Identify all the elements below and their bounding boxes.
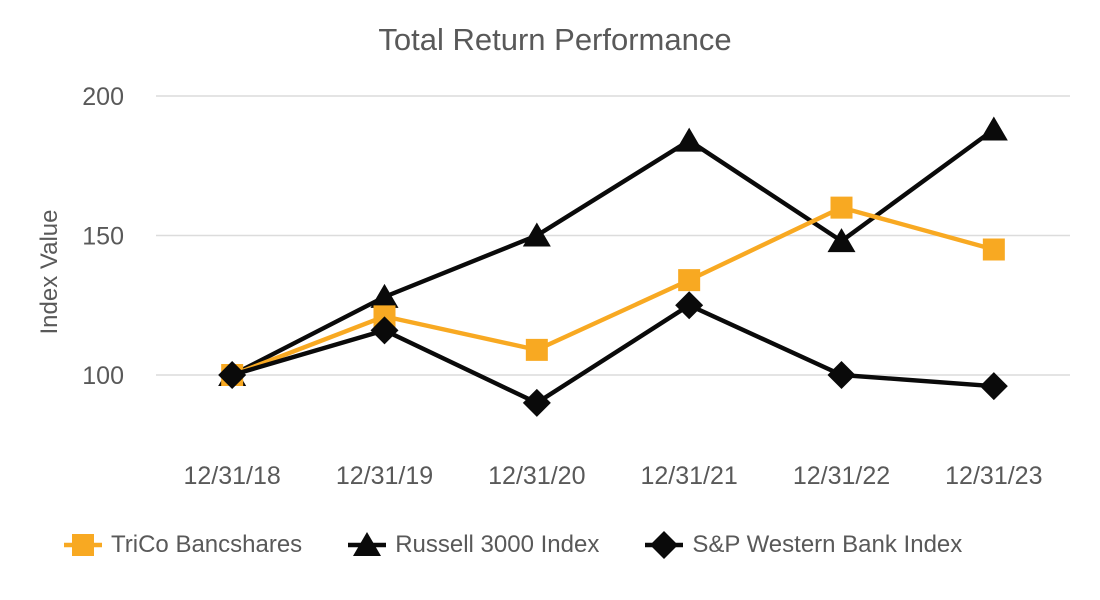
y-tick-label-100: 100 bbox=[82, 362, 124, 390]
legend-item-trico-bancshares: TriCo Bancshares bbox=[64, 529, 302, 561]
legend: TriCo Bancshares Russell 3000 Index S&P We… bbox=[64, 529, 962, 561]
chart-title: Total Return Performance bbox=[378, 22, 732, 57]
legend-label-russell-3000-index: Russell 3000 Index bbox=[395, 531, 600, 558]
y-tick-label-150: 150 bbox=[82, 223, 124, 251]
x-tick-label-12-31-23: 12/31/23 bbox=[945, 462, 1042, 490]
diamond-marker-icon-s-p-western-bank-index bbox=[979, 372, 1008, 401]
square-marker-icon-trico-bancshares bbox=[830, 196, 853, 219]
x-tick-label-12-31-21: 12/31/21 bbox=[641, 462, 738, 490]
legend-item-russell-3000-index: Russell 3000 Index bbox=[348, 529, 599, 561]
triangle-marker-icon-russell-3000-index bbox=[979, 116, 1008, 141]
series-line-trico-bancshares bbox=[231, 205, 995, 378]
triangle-marker-icon-russell-3000-index bbox=[827, 228, 856, 253]
diamond-marker-icon-s-p-western-bank-index bbox=[675, 291, 704, 320]
triangle-marker-icon-russell-3000-index bbox=[370, 283, 399, 308]
legend-square-marker-icon bbox=[64, 534, 102, 556]
triangle-marker-icon-russell-3000-index bbox=[522, 222, 551, 247]
legend-label-trico-bancshares: TriCo Bancshares bbox=[111, 531, 303, 558]
legend-diamond-marker-icon bbox=[645, 531, 684, 559]
legend-item-s-p-western-bank-index: S&P Western Bank Index bbox=[645, 529, 962, 561]
series-line-russell-3000-index bbox=[231, 127, 996, 377]
legend-marker-shape bbox=[72, 534, 94, 556]
square-marker-icon-trico-bancshares bbox=[678, 269, 701, 292]
diamond-marker-icon-s-p-western-bank-index bbox=[827, 361, 856, 389]
diamond-marker-icon-s-p-western-bank-index bbox=[370, 316, 399, 345]
diamond-marker-icon-s-p-western-bank-index bbox=[218, 361, 247, 389]
legend-marker-shape bbox=[353, 532, 382, 556]
x-tick-label-12-31-19: 12/31/19 bbox=[336, 462, 433, 490]
x-tick-label-12-31-20: 12/31/20 bbox=[488, 462, 585, 490]
x-tick-label-12-31-18: 12/31/18 bbox=[184, 462, 281, 490]
square-marker-icon-trico-bancshares bbox=[982, 238, 1005, 261]
triangle-marker-icon-russell-3000-index bbox=[675, 127, 704, 152]
legend-marker-shape bbox=[650, 531, 679, 559]
legend-triangle-marker-icon bbox=[348, 532, 387, 556]
y-tick-label-200: 200 bbox=[82, 83, 124, 111]
legend-label-s-p-western-bank-index: S&P Western Bank Index bbox=[692, 531, 963, 558]
square-marker-icon-trico-bancshares bbox=[525, 338, 548, 361]
series-line-s-p-western-bank-index bbox=[231, 303, 994, 406]
x-tick-label-12-31-22: 12/31/22 bbox=[793, 462, 890, 490]
diamond-marker-icon-s-p-western-bank-index bbox=[522, 388, 551, 417]
